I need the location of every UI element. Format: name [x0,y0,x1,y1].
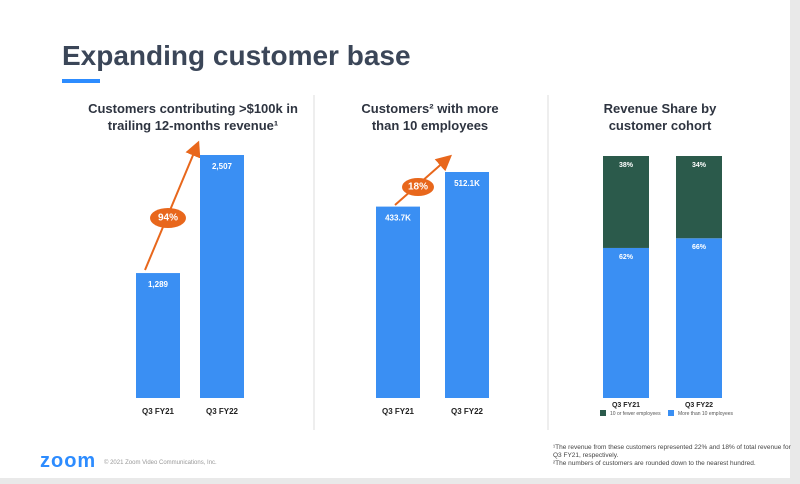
x-tick-label: Q3 FY21 [612,402,640,409]
copyright: © 2021 Zoom Video Communications, Inc. [104,460,217,466]
bar [136,273,180,398]
bar-segment [676,156,722,239]
annotation: 94% [158,213,178,224]
legend-label: More than 10 employees [678,411,734,417]
legend-label: 10 or fewer employees [610,411,661,417]
chart-title: Customers² with more than 10 employees [361,101,499,133]
bar [376,206,420,398]
value-label: 433.7K [385,214,411,223]
page-title: Expanding customer base [62,40,411,71]
value-label: 512.1K [454,179,480,188]
logo: zoom [40,450,97,472]
footnote: ¹The revenue from these customers repres… [553,444,791,459]
x-tick-label: Q3 FY22 [685,402,713,409]
value-label: 1,289 [148,280,169,289]
x-tick-label: Q3 FY22 [206,407,239,416]
chart-title: Revenue Share by customer cohort [603,101,717,133]
legend-swatch [600,410,606,416]
annotation: 18% [408,182,428,193]
x-tick-label: Q3 FY22 [451,407,484,416]
footnote: ²The numbers of customers are rounded do… [553,460,756,467]
x-tick-label: Q3 FY21 [142,407,175,416]
bar-segment [676,238,722,398]
x-tick-label: Q3 FY21 [382,407,415,416]
value-label: 62% [619,254,634,261]
value-label: 66% [692,244,707,251]
value-label: 38% [619,162,634,169]
growth-badge [150,208,186,228]
chart-title: Customers contributing >$100k in trailin… [88,101,298,133]
bar [200,155,244,398]
slide: Expanding customer base Customers contri… [0,0,791,478]
bar-segment [603,247,649,398]
bar [445,172,489,398]
legend-swatch [668,410,674,416]
bar-segment [603,156,649,248]
title-underline [62,79,100,83]
value-label: 2,507 [212,162,233,171]
growth-badge [402,178,434,196]
value-label: 34% [692,162,707,169]
charts: 94% 18% 1,289 2,507 Q3 FY21 Q3 FY22 433.7K 51… [62,79,734,430]
